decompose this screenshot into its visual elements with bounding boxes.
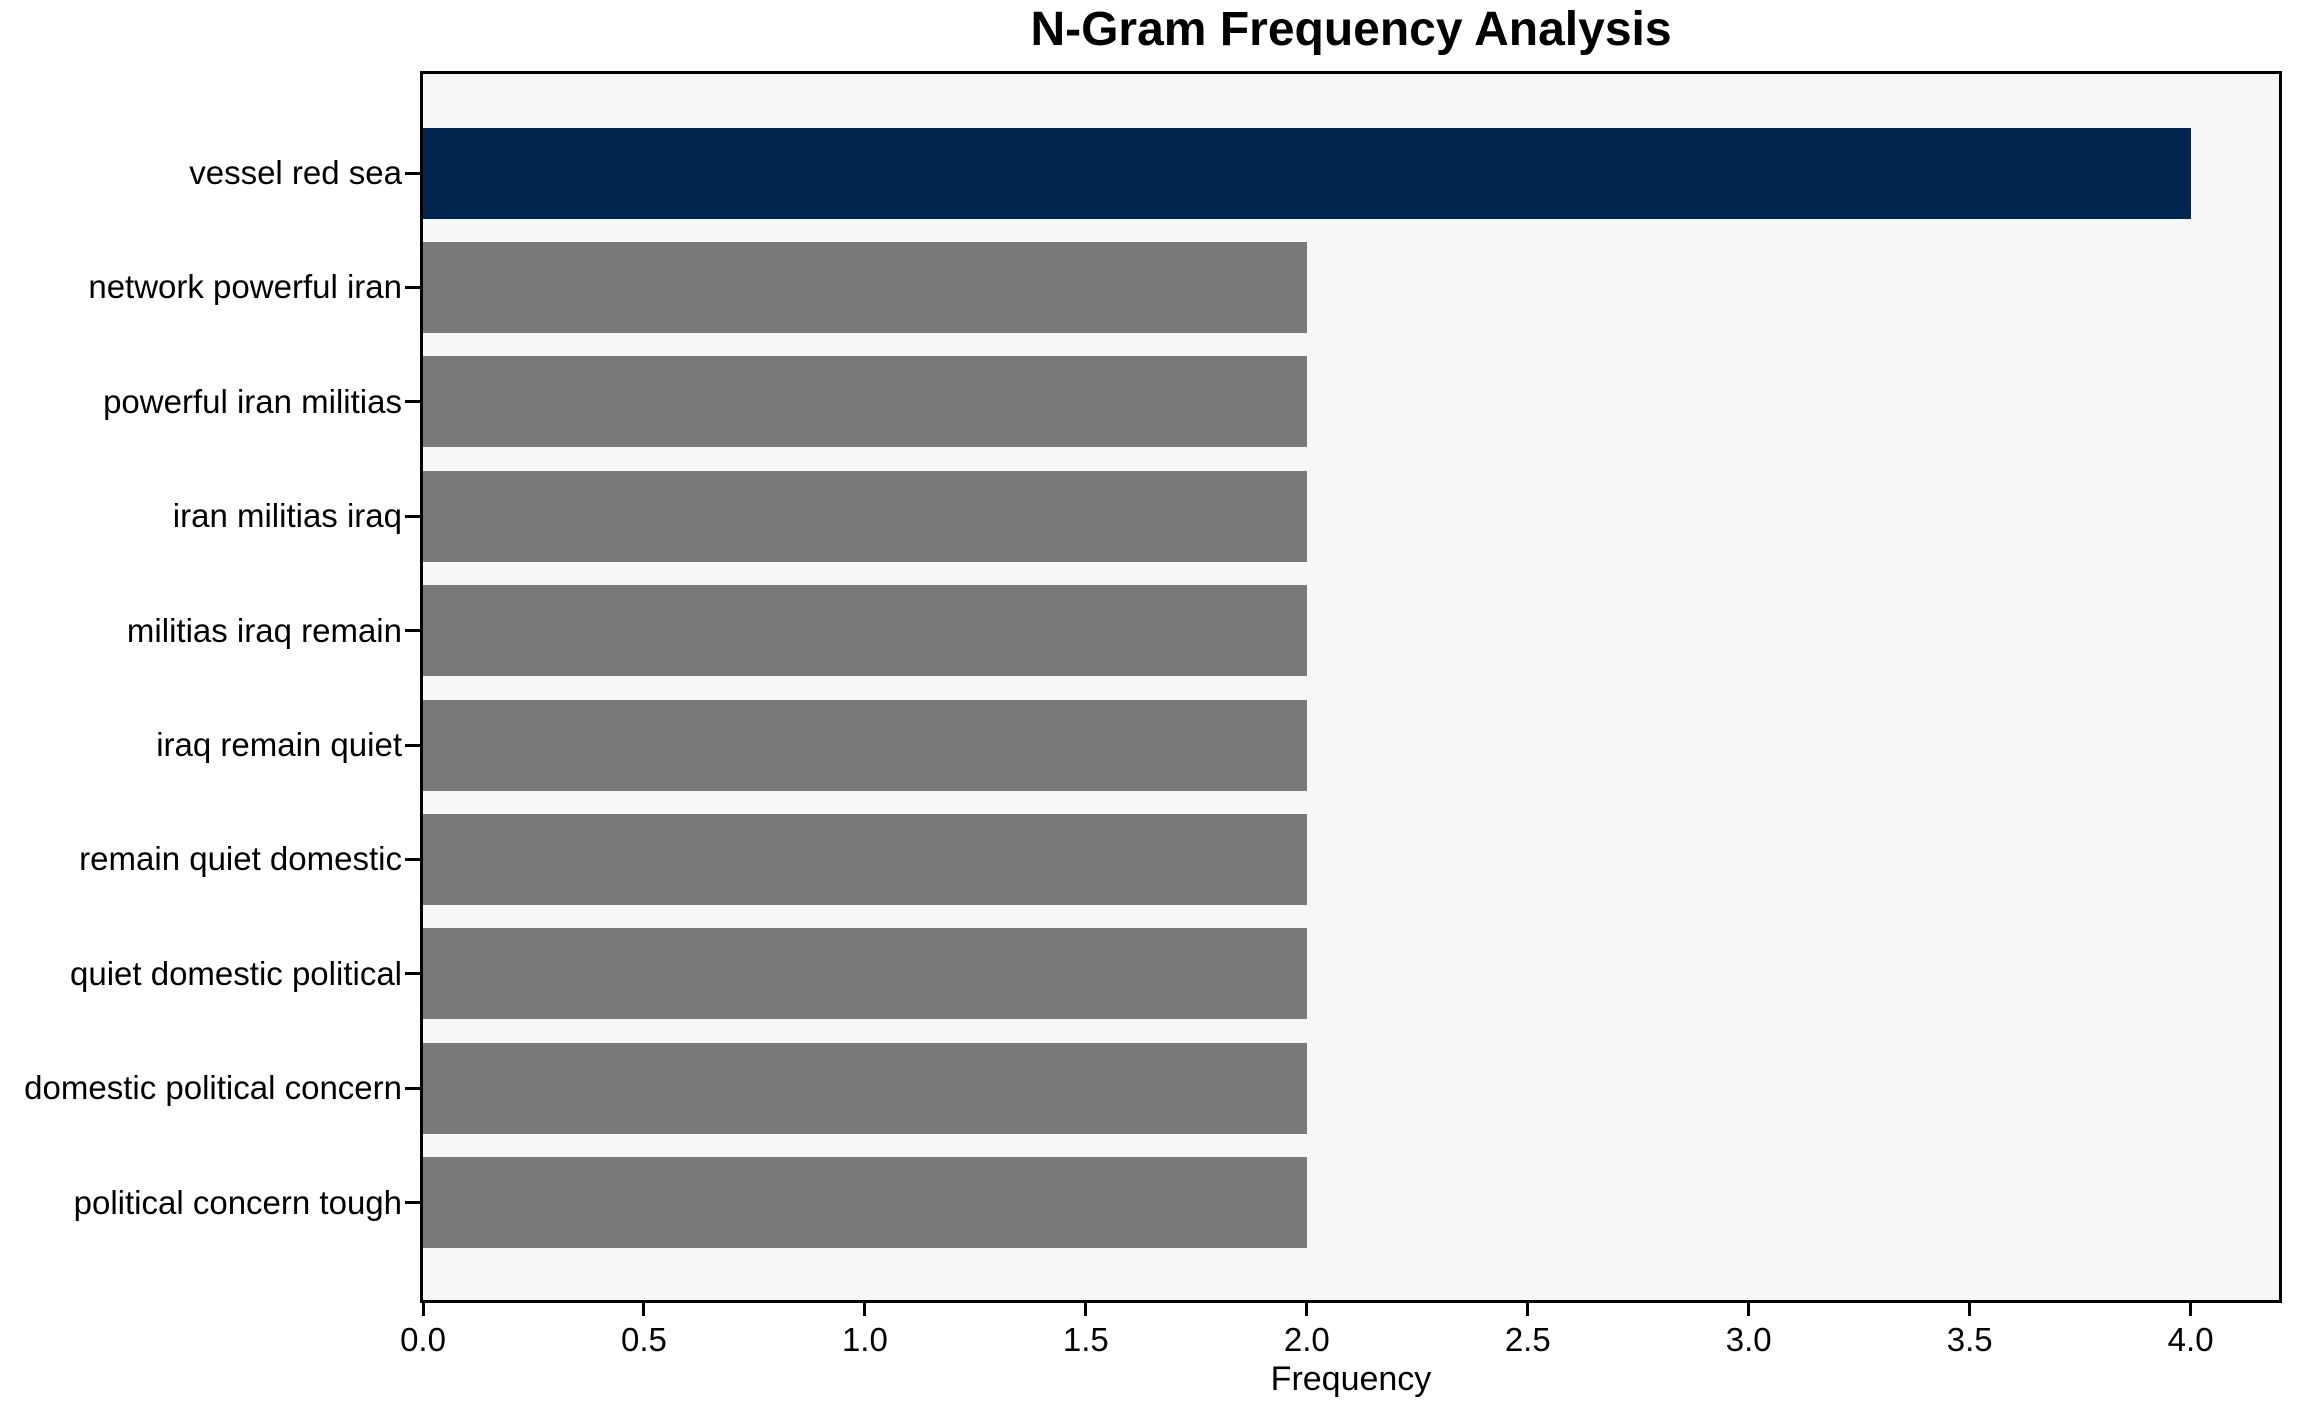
x-tick-label: 0.5	[621, 1321, 667, 1358]
y-axis-label: iraq remain quiet	[156, 726, 402, 763]
bar-powerful-iran-militias	[423, 356, 1307, 448]
y-axis-label: political concern tough	[73, 1183, 402, 1221]
y-tick-mark	[405, 629, 420, 633]
x-axis-title: Frequency	[1270, 1360, 1432, 1398]
x-tick-mark	[1526, 1303, 1530, 1316]
x-tick-label: 3.5	[1946, 1321, 1993, 1358]
x-tick-label: 2.5	[1504, 1321, 1551, 1358]
x-tick-label: 1.5	[1062, 1321, 1109, 1358]
y-tick-mark	[405, 743, 420, 747]
x-tick-label: 2.0	[1283, 1321, 1330, 1358]
bar-iraq-remain-quiet	[423, 699, 1307, 791]
x-tick-label: 3.0	[1725, 1321, 1772, 1358]
x-tick-mark	[1305, 1303, 1309, 1316]
bar-domestic-political-concern	[423, 1042, 1307, 1134]
x-tick-label: 4.0	[2167, 1321, 2214, 1358]
x-tick-mark	[1084, 1303, 1088, 1316]
y-tick-mark	[405, 1201, 420, 1205]
y-axis-label: network powerful iran	[88, 268, 402, 306]
x-tick-mark	[642, 1303, 646, 1316]
x-tick-mark	[2189, 1303, 2193, 1316]
y-axis-label: domestic political concern	[24, 1069, 402, 1107]
x-tick-label: 0.0	[400, 1321, 446, 1358]
bar-political-concern-tough	[423, 1157, 1307, 1249]
y-axis-label: powerful iran militias	[103, 382, 402, 420]
y-axis-label: iran militias iraq	[172, 497, 402, 535]
chart-title: N-Gram Frequency Analysis	[1030, 3, 1672, 56]
y-tick-mark	[405, 171, 420, 175]
plot-area	[420, 71, 2282, 1303]
bar-network-powerful-iran	[423, 241, 1307, 333]
x-tick-mark	[421, 1303, 425, 1316]
bar-militias-iraq-remain	[423, 585, 1307, 677]
bar-quiet-domestic-political	[423, 928, 1307, 1020]
x-tick-mark	[1968, 1303, 1972, 1316]
y-axis-label: quiet domestic political	[70, 954, 402, 992]
x-tick-label: 1.0	[841, 1321, 888, 1358]
y-tick-mark	[405, 1086, 420, 1090]
y-tick-mark	[405, 972, 420, 976]
y-axis-label: remain quiet domestic	[79, 840, 402, 878]
y-tick-mark	[405, 400, 420, 404]
bar-remain-quiet-domestic	[423, 813, 1307, 905]
x-tick-mark	[863, 1303, 867, 1316]
y-tick-mark	[405, 857, 420, 861]
y-tick-mark	[405, 514, 420, 518]
bar-vessel-red-sea	[423, 127, 2191, 219]
bar-iran-militias-iraq	[423, 470, 1307, 562]
x-tick-mark	[1747, 1303, 1751, 1316]
y-tick-mark	[405, 285, 420, 289]
y-axis-label: vessel red sea	[189, 154, 402, 191]
y-axis-label: militias iraq remain	[126, 611, 402, 649]
